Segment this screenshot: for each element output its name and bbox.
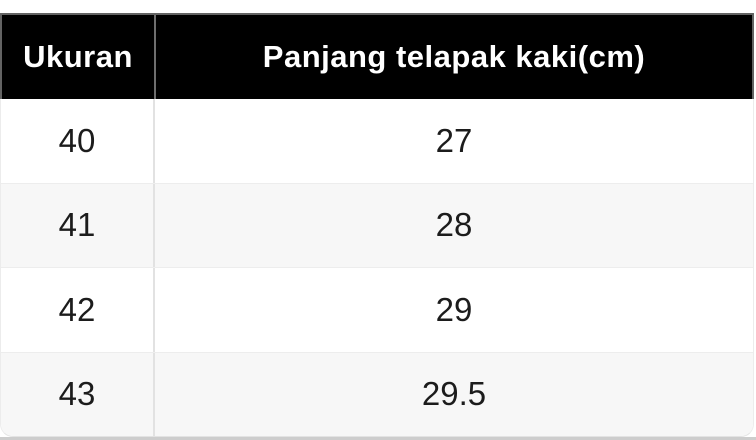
length-cell: 27 [435, 121, 473, 159]
length-cell: 29 [435, 290, 473, 328]
table-body: 40 27 41 28 42 29 43 29.5 [0, 99, 754, 437]
size-cell: 40 [1, 99, 155, 183]
length-cell: 29.5 [421, 375, 487, 413]
header-cell-panjang-telapak-kaki: Panjang telapak kaki(cm) [262, 39, 646, 74]
header-cell-ukuran: Ukuran [2, 15, 156, 99]
length-cell: 28 [435, 206, 473, 244]
size-cell: 43 [1, 352, 155, 436]
size-cell: 42 [1, 268, 155, 352]
size-cell: 41 [1, 183, 155, 267]
table-row: 42 29 [1, 267, 753, 352]
table-row: 40 27 [1, 99, 753, 183]
size-chart-table: Ukuran Panjang telapak kaki(cm) 40 27 41… [0, 13, 754, 437]
table-row: 41 28 [1, 182, 753, 267]
table-row: 43 29.5 [1, 351, 753, 436]
bottom-edge-strip [0, 437, 756, 440]
table-header-row: Ukuran Panjang telapak kaki(cm) [0, 13, 754, 99]
